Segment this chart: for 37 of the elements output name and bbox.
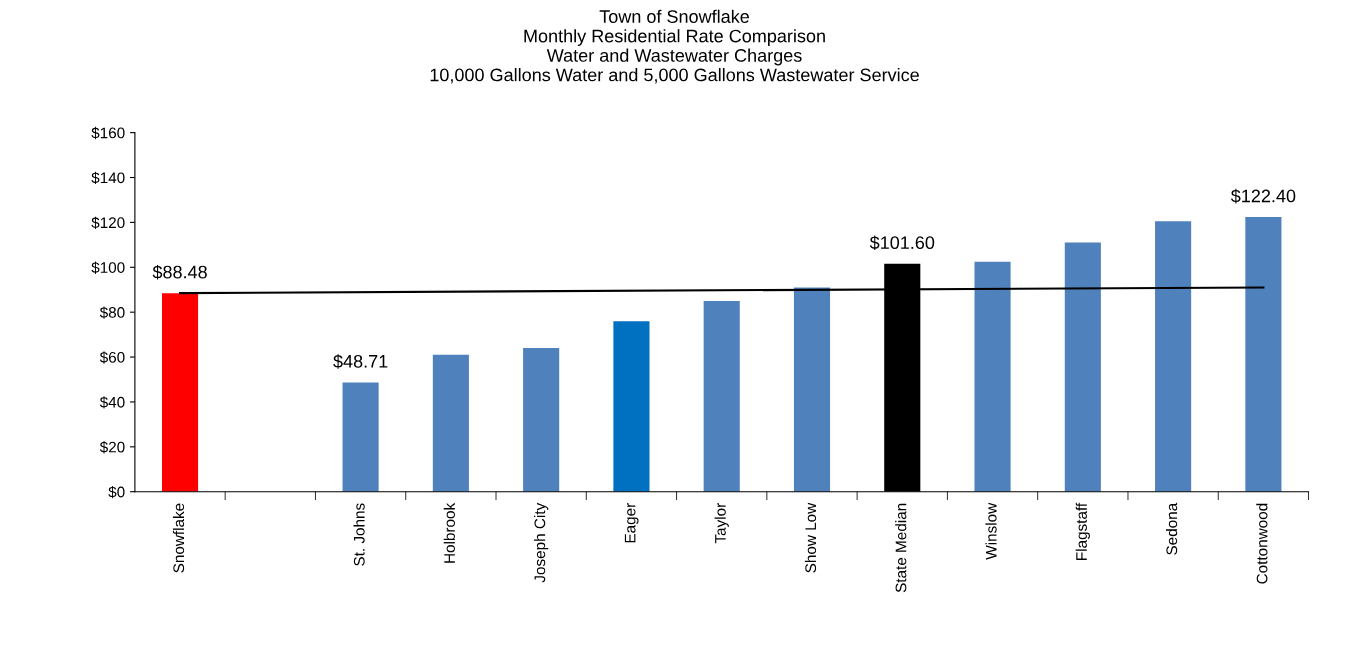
bar bbox=[1155, 221, 1192, 492]
bar bbox=[1245, 217, 1282, 492]
bar bbox=[703, 300, 740, 492]
y-tick-label: $160 bbox=[91, 126, 125, 140]
bar bbox=[342, 382, 379, 492]
x-tick-label: Winslow bbox=[985, 502, 997, 560]
x-tick-label: St. Johns bbox=[353, 503, 365, 566]
y-tick-label: $0 bbox=[108, 485, 125, 499]
y-tick-label: $60 bbox=[99, 351, 125, 364]
y-tick-label: $100 bbox=[91, 261, 125, 274]
x-tick-label: Holbrook bbox=[443, 502, 455, 563]
data-label: $122.40 bbox=[1230, 188, 1296, 204]
x-tick-label: Flagstaff bbox=[1075, 502, 1090, 560]
y-tick-label: $20 bbox=[99, 441, 125, 454]
data-label: $101.60 bbox=[869, 235, 935, 251]
chart-title: Town of Snowflake Monthly Residential Rate Comparison Water and Wastewater Charges 10,000 Gallons Water and 5,000 Gallons Wastewater Service bbox=[430, 9, 919, 84]
bar bbox=[523, 348, 560, 492]
x-tick-label: Taylor bbox=[714, 503, 729, 544]
bar bbox=[793, 287, 831, 492]
x-tick-label: Cottonwood bbox=[1256, 503, 1268, 584]
bar bbox=[432, 354, 469, 492]
x-tick-label: Sedona bbox=[1165, 502, 1178, 555]
bar bbox=[974, 261, 1011, 492]
bar bbox=[613, 321, 650, 492]
bar bbox=[161, 293, 199, 492]
bar bbox=[1064, 242, 1101, 492]
x-tick-label: Show Low bbox=[804, 502, 817, 573]
x-tick-label: State Median bbox=[895, 503, 907, 593]
data-label: $48.71 bbox=[333, 354, 388, 369]
x-tick-label: Joseph City bbox=[534, 502, 549, 583]
y-tick-label: $120 bbox=[91, 216, 125, 229]
data-label: $88.48 bbox=[152, 264, 207, 280]
y-tick-label: $140 bbox=[91, 171, 125, 185]
x-tick-label: Eager bbox=[624, 503, 639, 543]
x-tick-label: Snowflake bbox=[172, 503, 185, 573]
y-tick-label: $40 bbox=[99, 396, 125, 409]
y-tick-label: $80 bbox=[99, 306, 125, 319]
